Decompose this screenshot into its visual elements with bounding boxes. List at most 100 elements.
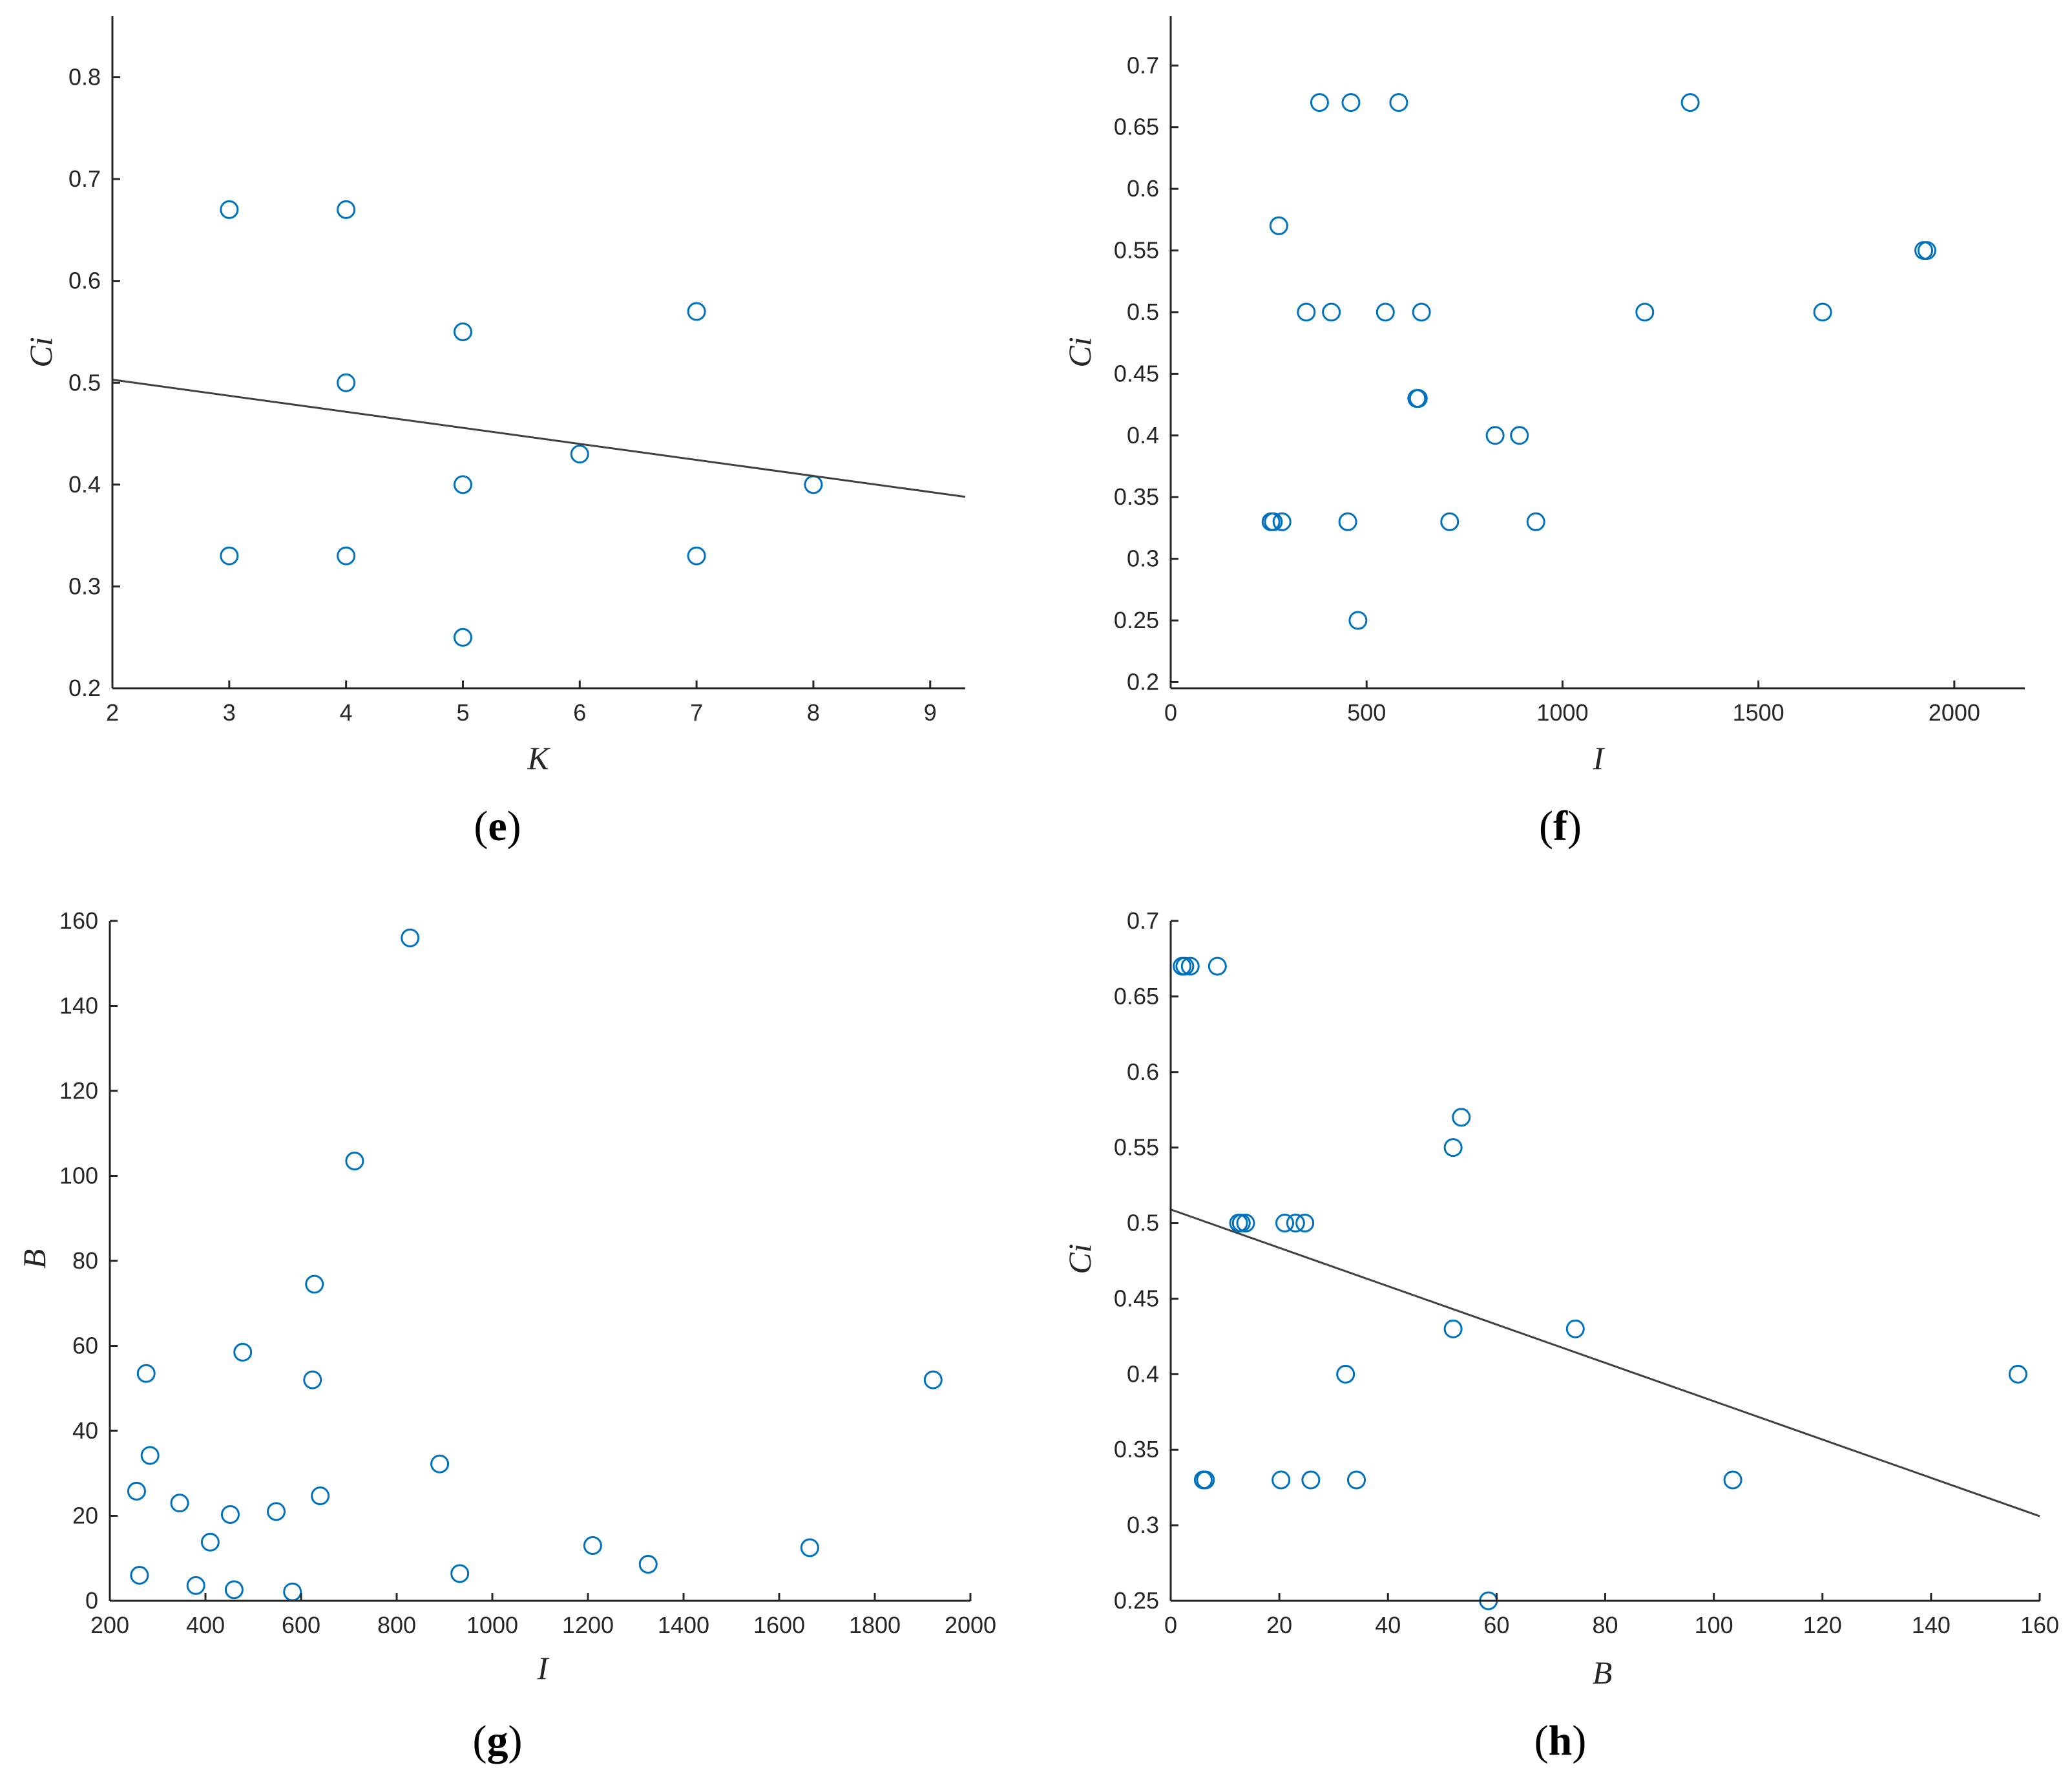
panel-h-x-tick-label: 0 [1164, 1612, 1177, 1638]
panel-h-x-tick-label: 20 [1266, 1612, 1292, 1638]
panel-g-point [267, 1502, 286, 1521]
panel-g-y-tick-label: 120 [59, 1077, 98, 1104]
panel-g-x-axis-label: I [537, 1650, 550, 1686]
panel-e-point [337, 546, 356, 565]
panel-h-x-tick-label: 80 [1592, 1612, 1618, 1638]
panel-g-point [345, 1151, 364, 1170]
panel-g-x-tick-labels: 200 400 600 800 1000 1200 1400 1600 1800 2000 [90, 1612, 996, 1638]
panel-g-x-tick-label: 1000 [466, 1612, 518, 1638]
panel-h-x-tick-label: 40 [1375, 1612, 1401, 1638]
panel-g: 200 400 600 800 1000 1200 1400 1600 1800 2000 020… [16, 907, 996, 1764]
panel-g-x-tick-label: 2000 [945, 1612, 996, 1638]
panel-e-x-tick-label: 9 [924, 699, 937, 726]
panel-g-point [303, 1370, 322, 1389]
panel-f-x-tick-label: 0 [1164, 699, 1177, 726]
panel-h-point [1346, 1470, 1366, 1490]
panel-g-point [311, 1486, 330, 1506]
panel-g-x-tick-label: 1600 [753, 1612, 805, 1638]
panel-e-x-tick-label: 8 [807, 699, 820, 726]
panel-h-point [1565, 1319, 1585, 1338]
panel-f-y-tick-label: 0.7 [1127, 52, 1159, 78]
panel-f-axes [1169, 16, 2025, 690]
panel-g-y-tick-label: 60 [72, 1333, 98, 1359]
panel-h-point [1336, 1364, 1355, 1384]
panel-e-point [570, 445, 589, 464]
panel-h-point [1271, 1470, 1291, 1490]
panel-g-point [450, 1564, 470, 1583]
panel-f-letter: f [1553, 803, 1568, 850]
panel-f-point [1376, 302, 1395, 322]
panel-f-x-tick-label: 500 [1347, 699, 1386, 726]
panel-f-point [1510, 426, 1529, 445]
panel-e-point [337, 373, 356, 392]
panel-f-point [1389, 93, 1408, 112]
panel-g-point [224, 1580, 244, 1600]
panel-f-y-tick-label: 0.2 [1127, 668, 1159, 695]
panel-h-y-axis-label: Ci [1062, 1243, 1098, 1274]
panel-e-fit-line [112, 379, 966, 498]
panel-f-point [1310, 93, 1329, 112]
panel-e-y-tick-labels: 0.2 0.3 0.4 0.5 0.6 0.7 0.8 [68, 64, 101, 701]
panel-f-point [1264, 512, 1283, 531]
panel-h-x-tick-label: 100 [1695, 1612, 1733, 1638]
panel-h-point [1452, 1108, 1471, 1127]
panel-f-point [1412, 302, 1431, 322]
panel-e-point [687, 546, 706, 565]
panel-g-caption: (g) [473, 1717, 523, 1764]
panel-f-y-tick-label: 0.5 [1127, 299, 1159, 325]
panel-h-y-tick-label: 0.4 [1127, 1360, 1159, 1387]
panel-g-x-tick-label: 1200 [562, 1612, 614, 1638]
panel-f-y-tick-label: 0.65 [1114, 114, 1159, 140]
panel-g-y-tick-labels: 0 20 40 60 80 100 120 140 160 [59, 907, 98, 1614]
panel-f-y-tick-label: 0.35 [1114, 483, 1159, 510]
panel-g-y-axis-label: B [16, 1249, 52, 1269]
panel-h-y-tick-labels: 0.25 0.3 0.35 0.4 0.45 0.5 0.55 0.6 0.65 0.7 [1114, 907, 1159, 1614]
panel-h-y-tick-label: 0.55 [1114, 1134, 1159, 1161]
panel-e-fit-line-group [112, 379, 966, 498]
panel-e-point [220, 200, 239, 219]
panel-e-y-tick-label: 0.3 [68, 573, 101, 599]
panel-g-point [233, 1342, 253, 1362]
panel-g-point [220, 1505, 240, 1525]
panel-g-point [127, 1481, 146, 1501]
panel-g-point [186, 1576, 205, 1595]
panel-f-y-tick-labels: 0.2 0.25 0.3 0.35 0.4 0.45 0.5 0.55 0.6 0.65 0.7 [1114, 52, 1159, 695]
panel-f-y-tick-label: 0.45 [1114, 360, 1159, 386]
panel-h-x-axis-label: B [1593, 1654, 1613, 1691]
panel-g-x-tick-label: 800 [377, 1612, 416, 1638]
panel-e-point [453, 475, 472, 494]
panel-h-point [1275, 1214, 1295, 1233]
panel-h-x-tick-label: 60 [1483, 1612, 1509, 1638]
panel-f-caption: (f) [1539, 803, 1582, 850]
panel-e-x-tick-label: 3 [223, 699, 236, 726]
panel-g-letter: g [487, 1717, 508, 1764]
panel-h-y-tick-label: 0.5 [1127, 1210, 1159, 1236]
panel-f-point [1680, 93, 1700, 112]
panel-f-y-axis-label: Ci [1062, 337, 1098, 367]
panel-h-point [1723, 1470, 1742, 1490]
panel-f: 0 500 1000 1500 2000 0.20.250.30.350.40.450.… [1062, 16, 2025, 850]
panel-g-y-tick-label: 160 [59, 907, 98, 934]
panel-e-x-tick-label: 7 [690, 699, 703, 726]
panel-e-x-tick-label: 4 [340, 699, 353, 726]
panel-e-x-tick-label: 6 [573, 699, 586, 726]
panel-h-point [1443, 1319, 1463, 1338]
panel-g-y-tick-label: 80 [72, 1247, 98, 1274]
panel-h-points [1173, 956, 2027, 1610]
panel-h-y-tick-label: 0.7 [1127, 907, 1159, 934]
panel-h-point [1175, 956, 1195, 976]
panel-e-point [687, 302, 706, 321]
panel-f-y-tick-label: 0.3 [1127, 545, 1159, 572]
panel-g-axes [109, 920, 972, 1602]
panel-h-point [1231, 1214, 1251, 1233]
panel-h-y-tick-label: 0.6 [1127, 1059, 1159, 1085]
panel-h-point [1236, 1214, 1255, 1233]
panel-e-y-tick-label: 0.5 [68, 369, 101, 396]
panel-g-x-tick-label: 200 [90, 1612, 129, 1638]
panel-e-points [220, 200, 823, 647]
panel-e-y-tick-label: 0.6 [68, 268, 101, 294]
panel-g-y-tick-label: 0 [85, 1587, 98, 1614]
panel-e-y-axis-label: Ci [23, 337, 59, 367]
panel-e-y-tick-label: 0.2 [68, 675, 101, 701]
